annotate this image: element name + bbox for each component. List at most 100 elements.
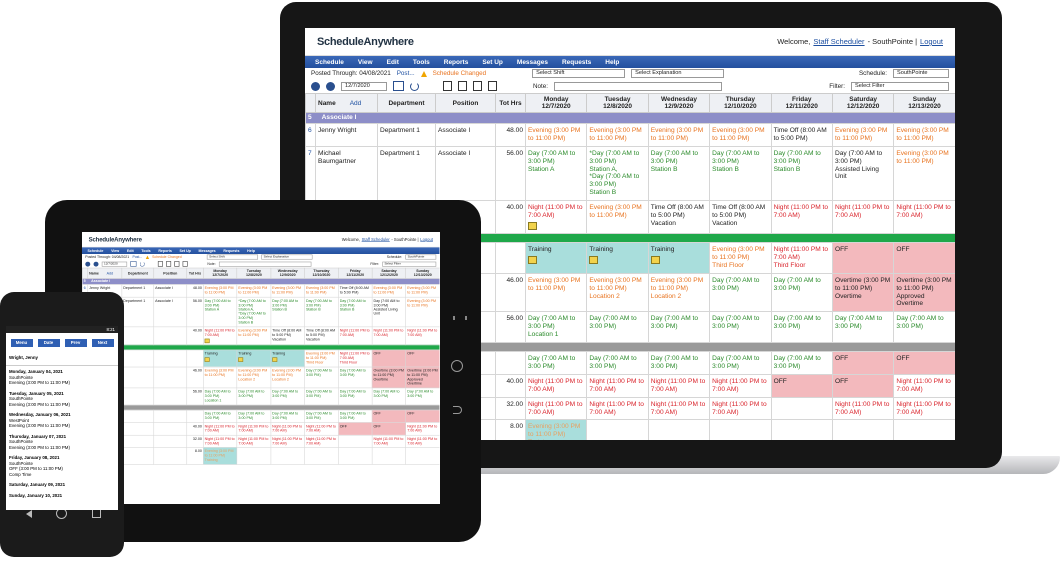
shift-cell[interactable]: Day (7:00 AM to 3:00 PM) [770, 351, 833, 375]
shift-cell[interactable]: Day (7:00 AM to 3:00 PM) [236, 409, 272, 423]
nav-button[interactable]: Date [37, 339, 60, 347]
shift-cell[interactable]: Night (11:00 PM to 7:00 AM) [202, 422, 238, 436]
tablet-back-button[interactable] [453, 406, 462, 414]
note-input[interactable] [218, 261, 312, 267]
shift-cell[interactable]: Evening (3:00 PM to 11:00 PM) [709, 122, 772, 147]
nav-item[interactable]: Help [605, 58, 620, 66]
shift-cell[interactable]: Evening (3:00 PM to 11:00 PM) [524, 272, 588, 313]
erase-button[interactable] [182, 261, 188, 267]
nav-item[interactable]: Edit [386, 58, 399, 66]
post-link[interactable]: Post... [396, 70, 415, 77]
shift-cell[interactable]: Day (7:00 AM to 3:00 PM) [893, 311, 955, 344]
filter-select[interactable]: Select Filter [382, 261, 437, 267]
next-button[interactable] [326, 81, 335, 91]
calendar-button[interactable] [393, 81, 404, 91]
shift-cell[interactable]: Time Off (8:00 AM to 5:00 PM) Vacation [709, 200, 772, 234]
shift-cell[interactable]: OFF [405, 349, 440, 368]
shift-cell[interactable] [586, 419, 649, 440]
nav-button[interactable]: Prev [64, 339, 87, 347]
shift-cell[interactable]: OFF [893, 241, 955, 274]
nav-item[interactable]: View [357, 58, 373, 66]
shift-cell[interactable]: Day (7:00 AM to 3:00 PM) [770, 272, 833, 313]
shift-cell[interactable]: OFF [371, 349, 407, 368]
shift-cell[interactable] [405, 447, 440, 465]
nav-button[interactable]: Next [91, 339, 114, 347]
nav-button[interactable]: Menu [10, 339, 33, 347]
date-input[interactable]: 12/7/2020 [101, 261, 128, 267]
select-explanation[interactable]: Select Explanation [631, 69, 725, 78]
shift-cell[interactable]: Evening (3:00 PM to 11:00 PM) Third Floo… [304, 349, 339, 368]
shift-cell[interactable]: Day (7:00 AM to 3:00 PM) [405, 387, 440, 406]
shift-cell[interactable]: Time Off (8:00 AM to 5:00 PM) [338, 284, 373, 298]
shift-cell[interactable]: Day (7:00 AM to 3:00 PM) Station B [304, 296, 339, 328]
shift-cell[interactable] [338, 447, 373, 465]
shift-cell[interactable]: Night (11:00 PM to 7:00 AM) [893, 396, 955, 421]
shift-cell[interactable]: Night (11:00 PM to 7:00 AM) [524, 396, 588, 421]
shift-cell[interactable]: Day (7:00 AM to 3:00 PM) [647, 311, 711, 344]
shift-cell[interactable]: Training [202, 349, 238, 368]
shift-cell[interactable]: Night (11:00 PM to 7:00 AM) [236, 434, 272, 448]
nav-item[interactable]: Help [247, 248, 255, 253]
erase-button[interactable] [488, 81, 497, 91]
shift-cell[interactable]: Evening (3:00 PM to 11:00 PM) [304, 284, 339, 298]
shift-cell[interactable]: Day (7:00 AM to 3:00 PM) Station B [647, 145, 711, 202]
shift-cell[interactable]: Day (7:00 AM to 3:00 PM) [304, 409, 339, 423]
shift-cell[interactable]: Training [647, 241, 711, 274]
shift-cell[interactable]: Day (7:00 AM to 3:00 PM) [709, 351, 772, 375]
shift-cell[interactable]: Evening (3:00 PM to 11:00 PM) Third Floo… [709, 241, 772, 274]
phone-recent-button[interactable] [92, 509, 101, 518]
post-link[interactable]: Post... [132, 255, 143, 259]
shift-cell[interactable]: Night (11:00 PM to 7:00 AM) [405, 422, 440, 436]
cut-button[interactable] [157, 261, 163, 267]
shift-cell[interactable]: Day (7:00 AM to 3:00 PM) [586, 351, 649, 375]
nav-item[interactable]: Reports [443, 58, 469, 66]
nav-item[interactable]: Schedule [315, 58, 344, 66]
shift-cell[interactable]: Time Off (8:00 AM to 5:00 PM) Vacation [304, 326, 339, 346]
shift-cell[interactable] [371, 447, 407, 465]
shift-cell[interactable]: Night (11:00 PM to 7:00 AM) [304, 422, 339, 436]
shift-cell[interactable]: Evening (3:00 PM to 11:00 PM) [831, 122, 895, 147]
shift-cell[interactable]: Night (11:00 PM to 7:00 AM) [647, 396, 711, 421]
refresh-button[interactable] [410, 81, 419, 91]
nav-item[interactable]: Tools [141, 248, 151, 253]
shift-cell[interactable]: Night (11:00 PM to 7:00 AM) Third Floor [770, 241, 833, 274]
shift-cell[interactable]: OFF [770, 373, 833, 398]
shift-cell[interactable]: Night (11:00 PM to 7:00 AM) [202, 434, 238, 448]
shift-cell[interactable]: Time Off (8:00 AM to 5:00 PM) [770, 122, 833, 147]
shift-cell[interactable]: Night (11:00 PM to 7:00 AM) [338, 326, 373, 346]
shift-cell[interactable]: Evening (3:00 PM to 11:00 PM) [236, 284, 272, 298]
select-explanation[interactable]: Select Explanation [261, 254, 313, 260]
shift-cell[interactable]: Day (7:00 AM to 3:00 PM) [236, 387, 272, 406]
shift-cell[interactable]: Night (11:00 PM to 7:00 AM) [524, 373, 588, 398]
shift-cell[interactable]: Day (7:00 AM to 3:00 PM) [831, 311, 895, 344]
logout-link[interactable]: Logout [420, 236, 433, 242]
shift-cell[interactable]: Day (7:00 AM to 3:00 PM) [338, 409, 373, 423]
shift-cell[interactable]: Evening (3:00 PM to 11:00 PM) [586, 200, 649, 234]
shift-cell[interactable]: Day (7:00 AM to 3:00 PM) [338, 366, 373, 389]
prev-button[interactable] [311, 81, 320, 91]
user-link[interactable]: Staff Scheduler [361, 236, 390, 242]
shift-cell[interactable]: OFF [831, 351, 895, 375]
date-input[interactable]: 12/7/2020 [341, 81, 387, 91]
shift-cell[interactable]: Evening (3:00 PM to 11:00 PM) [405, 284, 440, 298]
cut-button[interactable] [443, 81, 452, 91]
nav-item[interactable]: Requests [561, 58, 592, 66]
shift-cell[interactable]: Day (7:00 AM to 3:00 PM) Station B [770, 145, 833, 202]
shift-cell[interactable]: Evening (3:00 PM to 11:00 PM) [893, 122, 955, 147]
shift-cell[interactable]: Evening (3:00 PM to 11:00 PM) Training [202, 447, 238, 465]
prev-button[interactable] [85, 261, 91, 267]
shift-cell[interactable] [270, 447, 305, 465]
shift-cell[interactable]: Time Off (8:00 AM to 5:00 PM) Vacation [270, 326, 305, 346]
shift-cell[interactable]: Day (7:00 AM to 3:00 PM) [586, 311, 649, 344]
shift-cell[interactable]: Day (7:00 AM to 3:00 PM) [338, 387, 373, 406]
shift-cell[interactable] [304, 447, 339, 465]
shift-cell[interactable] [236, 447, 272, 465]
schedule-select[interactable]: SouthPointe [893, 69, 949, 78]
shift-cell[interactable]: Day (7:00 AM to 3:00 PM) Location 1 [202, 387, 238, 406]
shift-cell[interactable]: Evening (3:00 PM to 11:00 PM) [202, 284, 238, 298]
refresh-button[interactable] [139, 261, 145, 267]
shift-cell[interactable]: Day (7:00 AM to 3:00 PM) Station B [270, 296, 305, 328]
shift-cell[interactable]: OFF [831, 241, 895, 274]
shift-cell[interactable] [709, 419, 772, 440]
shift-cell[interactable]: Evening (3:00 PM to 11:00 PM) [270, 284, 305, 298]
